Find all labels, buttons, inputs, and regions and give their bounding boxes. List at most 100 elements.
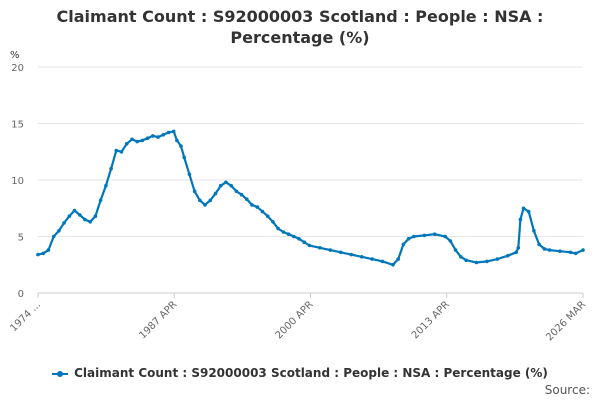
data-point[interactable] <box>339 250 343 255</box>
data-point[interactable] <box>62 221 66 225</box>
data-point[interactable] <box>78 213 82 217</box>
data-point[interactable] <box>573 251 578 256</box>
data-point[interactable] <box>130 137 134 142</box>
data-point[interactable] <box>98 198 103 203</box>
data-point[interactable] <box>67 214 72 218</box>
data-point[interactable] <box>151 134 155 138</box>
data-point[interactable] <box>370 257 374 261</box>
data-point[interactable] <box>203 203 207 207</box>
data-point[interactable] <box>401 242 406 247</box>
data-point[interactable] <box>521 206 526 211</box>
data-point[interactable] <box>265 214 270 218</box>
data-point[interactable] <box>224 180 228 185</box>
data-point[interactable] <box>432 232 437 236</box>
data-point[interactable] <box>406 237 411 241</box>
data-point[interactable] <box>41 251 45 256</box>
data-point[interactable] <box>292 234 296 239</box>
data-point[interactable] <box>318 246 322 250</box>
data-point[interactable] <box>443 234 448 239</box>
data-point[interactable] <box>526 209 531 214</box>
data-point[interactable] <box>171 129 176 134</box>
data-point[interactable] <box>276 226 280 231</box>
data-point[interactable] <box>464 258 468 263</box>
y-tick-label: 0 <box>18 289 24 300</box>
data-point[interactable] <box>302 240 307 244</box>
data-point[interactable] <box>518 217 523 222</box>
data-point[interactable] <box>57 229 61 233</box>
legend-line-marker-icon <box>52 370 69 377</box>
legend-label: Claimant Count : S92000003 Scotland : Pe… <box>74 366 548 380</box>
data-point[interactable] <box>532 229 536 233</box>
data-point[interactable] <box>218 183 223 188</box>
data-point[interactable] <box>208 198 213 203</box>
data-point[interactable] <box>250 203 254 207</box>
data-point[interactable] <box>156 135 160 139</box>
data-point[interactable] <box>286 232 291 236</box>
data-point[interactable] <box>119 150 124 154</box>
data-point[interactable] <box>485 259 489 264</box>
legend[interactable]: Claimant Count : S92000003 Scotland : Pe… <box>0 366 600 380</box>
data-point[interactable] <box>182 155 186 160</box>
data-point[interactable] <box>234 189 239 194</box>
chart-title: Claimant Count : S92000003 Scotland : Pe… <box>0 6 600 48</box>
data-point[interactable] <box>516 246 521 250</box>
y-tick-label: 15 <box>11 120 24 131</box>
data-point[interactable] <box>271 220 275 224</box>
data-point[interactable] <box>255 205 260 209</box>
data-point[interactable] <box>328 248 333 252</box>
data-point[interactable] <box>187 172 192 177</box>
data-point[interactable] <box>93 214 98 218</box>
data-point[interactable] <box>161 133 166 137</box>
data-point[interactable] <box>124 142 129 146</box>
data-point[interactable] <box>88 220 92 224</box>
y-tick-label: 20 <box>11 63 24 74</box>
data-point[interactable] <box>192 189 197 194</box>
data-point[interactable] <box>514 250 518 255</box>
data-point[interactable] <box>239 192 244 197</box>
data-point[interactable] <box>581 248 585 252</box>
data-point[interactable] <box>297 237 301 241</box>
data-point[interactable] <box>245 197 249 201</box>
data-point[interactable] <box>83 217 87 222</box>
data-point[interactable] <box>51 234 56 239</box>
data-point[interactable] <box>474 260 479 265</box>
series-group <box>36 129 585 267</box>
data-point[interactable] <box>537 242 541 247</box>
data-point[interactable] <box>179 144 183 148</box>
data-point[interactable] <box>166 130 171 135</box>
data-point[interactable] <box>145 136 150 140</box>
data-point[interactable] <box>229 183 233 188</box>
data-point[interactable] <box>495 257 500 261</box>
data-point[interactable] <box>506 253 510 258</box>
data-point[interactable] <box>349 252 354 257</box>
data-point[interactable] <box>453 248 458 252</box>
data-point[interactable] <box>448 239 453 243</box>
data-point[interactable] <box>542 247 547 251</box>
data-point[interactable] <box>175 138 179 143</box>
data-point[interactable] <box>135 139 139 144</box>
data-point[interactable] <box>104 183 108 188</box>
data-point[interactable] <box>140 138 145 143</box>
data-point[interactable] <box>72 208 77 213</box>
x-tick-label: 2026 MAR <box>544 299 588 343</box>
data-point[interactable] <box>547 248 552 252</box>
data-point[interactable] <box>359 254 364 259</box>
data-point[interactable] <box>198 198 202 203</box>
data-point[interactable] <box>558 249 562 253</box>
data-point[interactable] <box>568 250 573 255</box>
data-point[interactable] <box>260 209 265 214</box>
data-point[interactable] <box>36 252 40 257</box>
data-point[interactable] <box>391 263 395 267</box>
data-point[interactable] <box>307 243 312 248</box>
data-point[interactable] <box>412 234 416 239</box>
data-point[interactable] <box>281 230 286 234</box>
data-point[interactable] <box>380 259 385 264</box>
data-point[interactable] <box>422 233 427 238</box>
data-point[interactable] <box>396 257 401 261</box>
data-point[interactable] <box>114 148 119 153</box>
data-point[interactable] <box>46 248 51 252</box>
data-point[interactable] <box>213 191 218 196</box>
data-point[interactable] <box>459 254 463 259</box>
data-point[interactable] <box>109 166 113 171</box>
